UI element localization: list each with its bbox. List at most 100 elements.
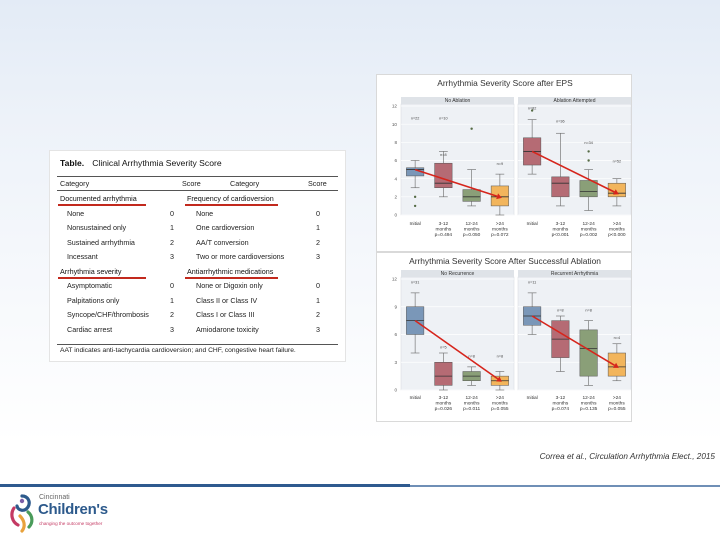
x-tick-label: 3-12: [556, 395, 566, 401]
table-row-score: 0: [170, 281, 174, 290]
y-tick-label: 6: [394, 332, 397, 337]
x-tick-label-line2: months: [553, 400, 569, 406]
y-tick-label: 0: [394, 388, 397, 393]
x-tick-label: Initial: [527, 395, 538, 401]
table-title-label: Table.: [60, 158, 85, 168]
n-label: n=22: [411, 117, 420, 121]
table-row-score: 3: [316, 324, 320, 334]
table-row-text: None: [67, 208, 85, 218]
box-outlier: [470, 127, 473, 130]
table-row-text: Class I or Class III: [196, 310, 255, 319]
p-value-label: p<0.001: [552, 232, 570, 238]
x-tick-label-line2: months: [553, 226, 569, 232]
y-tick-label: 6: [394, 158, 397, 163]
logo-figure-icon: [10, 494, 34, 533]
x-tick-label: >24: [613, 395, 621, 401]
n-label: n=34: [584, 141, 593, 145]
p-value-label: p=0.055: [491, 406, 509, 412]
x-tick-label-line2: months: [581, 226, 597, 232]
x-tick-label: 12-24: [582, 221, 595, 227]
box-group: [607, 178, 626, 207]
table-header-rule: [57, 190, 338, 191]
box-body: [551, 176, 570, 198]
header-category-left: Category: [60, 179, 90, 188]
boxplot-after-eps: Arrhythmia Severity Score after EPS 0 2 4 6 8…: [392, 78, 632, 238]
p-value-label: p=0.011: [463, 406, 480, 412]
table-row-score: 1: [170, 223, 174, 232]
trend-arrow-line: [531, 315, 615, 366]
facet-strip: [401, 97, 514, 104]
p-value-label: p=0.055: [608, 406, 626, 412]
cincinnati-childrens-logo: Cincinnati Children's changing the outco…: [8, 490, 118, 536]
table-row-text: Incessant: [67, 252, 98, 261]
header-score-right: Score: [308, 179, 327, 188]
section-label: Frequency of cardioversion: [187, 194, 274, 203]
box-outlier: [587, 159, 590, 162]
table-row-score: 3: [170, 324, 174, 334]
section-underline: [185, 204, 278, 206]
trend-arrowhead: [613, 189, 619, 195]
trend-arrowhead: [613, 362, 619, 368]
table-row-score: 1: [170, 295, 174, 305]
table-row-text: Sustained arrhythmia: [67, 237, 135, 247]
chart-title: Arrhythmia Severity Score after EPS: [437, 78, 573, 88]
p-value-label: p=0.026: [435, 406, 453, 412]
table-top-rule: [57, 176, 338, 177]
table-row-text: None: [196, 208, 214, 218]
footer-rule-dark: [0, 484, 410, 487]
p-value-label: p<0.000: [608, 232, 626, 238]
n-label: n=8: [585, 308, 591, 312]
facet-strip: [518, 270, 631, 277]
n-label: n=9: [497, 162, 503, 166]
footer-rule: [0, 484, 720, 488]
table-row-score: 2: [316, 237, 320, 247]
section-underline: [58, 204, 146, 206]
x-tick-label-line2: months: [436, 226, 452, 232]
table-row-text: One cardioversion: [196, 223, 255, 232]
table-bottom-rule: [57, 344, 338, 345]
box-body: [579, 329, 598, 377]
box-group: [579, 320, 598, 386]
x-tick-label-line2: months: [609, 226, 625, 232]
table-title-text: Clinical Arrhythmia Severity Score: [92, 158, 222, 168]
n-label: n=82: [528, 107, 537, 111]
p-value-label: p=0.050: [463, 232, 481, 238]
x-tick-label-line2: months: [609, 400, 625, 406]
citation: Correa et al., Circulation Arrhythmia El…: [539, 452, 715, 461]
table-row-text: Asymptomatic: [67, 281, 113, 290]
box-group: [462, 366, 481, 386]
facet-label: No Ablation: [445, 98, 471, 104]
table-row-score: 0: [316, 281, 320, 290]
x-tick-label-line2: months: [581, 400, 597, 406]
trend-arrow-line: [414, 168, 498, 198]
facet-label: No Recurrence: [441, 271, 475, 277]
trend-arrowhead: [496, 376, 502, 382]
logo-tagline: changing the outcome together: [39, 521, 103, 526]
table-row-score: 1: [316, 223, 320, 232]
y-tick-label: 8: [394, 140, 397, 145]
box-outlier: [587, 150, 590, 153]
section-label: Antiarrhythmic medications: [187, 266, 274, 276]
x-tick-label: 12-24: [465, 221, 478, 227]
x-tick-label-line2: months: [464, 400, 480, 406]
p-value-label: p=0.072: [491, 232, 509, 238]
y-tick-label: 12: [392, 277, 398, 282]
n-label: n=11: [528, 281, 536, 285]
box-outlier: [413, 195, 417, 199]
table-row-score: 2: [316, 310, 320, 319]
table-row-score: 3: [316, 252, 320, 261]
chart-panel-after-ablation: Arrhythmia Severity Score After Successf…: [376, 252, 632, 422]
table-row-score: 3: [170, 252, 174, 261]
table-row-text: Nonsustained only: [67, 223, 127, 232]
table-row-text: Class II or Class IV: [196, 295, 258, 305]
n-label: n=8: [440, 153, 446, 157]
x-tick-label: Initial: [410, 221, 421, 227]
box-group: [579, 150, 598, 211]
box-outlier: [413, 204, 417, 208]
table-footnote: AAT indicates anti-tachycardia cardiover…: [60, 347, 296, 354]
x-tick-label: 12-24: [582, 395, 595, 401]
trend-arrow-line: [531, 150, 615, 193]
table-row-score: 0: [316, 208, 320, 218]
table-row-text: AA/T conversion: [196, 237, 249, 247]
n-label: n=8: [468, 355, 474, 359]
